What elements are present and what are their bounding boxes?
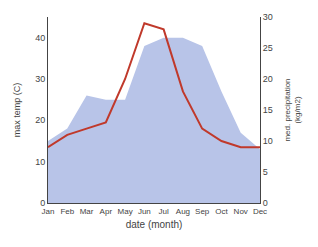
svg-text:20: 20 bbox=[263, 74, 273, 84]
svg-text:May: May bbox=[118, 207, 133, 216]
svg-text:40: 40 bbox=[35, 33, 45, 43]
svg-text:30: 30 bbox=[35, 74, 45, 84]
svg-text:30: 30 bbox=[263, 12, 273, 22]
svg-text:0: 0 bbox=[263, 198, 268, 208]
svg-text:Oct: Oct bbox=[215, 207, 228, 216]
svg-text:25: 25 bbox=[263, 43, 273, 53]
svg-text:15: 15 bbox=[263, 105, 273, 115]
svg-text:Sep: Sep bbox=[195, 207, 210, 216]
svg-text:max temp (C): max temp (C) bbox=[12, 83, 22, 138]
svg-text:10: 10 bbox=[263, 136, 273, 146]
svg-text:Dec: Dec bbox=[253, 207, 267, 216]
svg-text:Apr: Apr bbox=[100, 207, 113, 216]
svg-text:0: 0 bbox=[40, 198, 45, 208]
svg-text:date (month): date (month) bbox=[126, 219, 183, 230]
svg-text:5: 5 bbox=[263, 167, 268, 177]
svg-text:10: 10 bbox=[35, 157, 45, 167]
svg-text:Aug: Aug bbox=[176, 207, 190, 216]
svg-text:Jan: Jan bbox=[42, 207, 55, 216]
svg-text:Nov: Nov bbox=[234, 207, 248, 216]
svg-text:Mar: Mar bbox=[80, 207, 94, 216]
svg-text:Jun: Jun bbox=[138, 207, 151, 216]
svg-text:20: 20 bbox=[35, 115, 45, 125]
svg-text:Jul: Jul bbox=[159, 207, 169, 216]
svg-text:Feb: Feb bbox=[60, 207, 74, 216]
svg-text:med. precipitation(kg/m2): med. precipitation(kg/m2) bbox=[283, 78, 302, 141]
